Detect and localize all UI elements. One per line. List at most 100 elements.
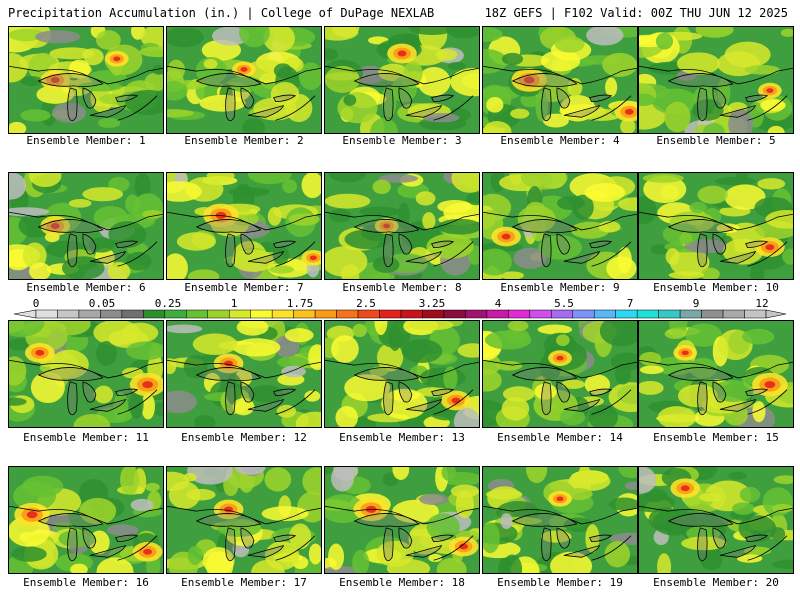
colorbar-swatch [164,309,187,319]
colorbar-tick-label: 5.5 [554,297,574,310]
model-run-info: 18Z GEFS | F102 Valid: 00Z THU JUN 12 20… [484,6,788,20]
colorbar-swatch [35,309,58,319]
colorbar-swatch [443,309,466,319]
colorbar-swatch [271,309,294,319]
colorbar-swatch [508,309,531,319]
ensemble-map-panel [8,26,164,134]
precip-field [483,27,637,133]
colorbar-swatch [636,309,659,319]
precip-field [9,467,163,573]
colorbar-swatch [679,309,702,319]
ensemble-map-panel [166,320,322,428]
colorbar-tick-label: 12 [755,297,769,310]
ensemble-member-label: Ensemble Member: 16 [23,576,149,589]
colorbar-swatch [186,309,209,319]
ensemble-member-label: Ensemble Member: 15 [653,431,779,444]
ensemble-map-panel [638,172,794,280]
colorbar-swatch [572,309,595,319]
precip-field [167,173,321,279]
colorbar-swatch [722,309,745,319]
precip-field [325,27,479,133]
colorbar-max-arrow [765,309,787,319]
colorbar-tick-label: 1 [230,297,238,310]
ensemble-member-label: Ensemble Member: 7 [184,281,304,294]
ensemble-member-label: Ensemble Member: 1 [26,134,146,147]
precip-field [325,321,479,427]
colorbar-tick-label: 7 [626,297,634,310]
colorbar-swatch [207,309,230,319]
colorbar-tick-label: 2.5 [356,297,376,310]
ensemble-map-panel [324,320,480,428]
colorbar-swatch [100,309,123,319]
ensemble-member-label: Ensemble Member: 17 [181,576,307,589]
ensemble-map-panel [324,466,480,574]
precip-field [483,467,637,573]
ensemble-map-panel [482,26,638,134]
colorbar-swatch [143,309,166,319]
ensemble-map-panel [8,466,164,574]
ensemble-member-label: Ensemble Member: 13 [339,431,465,444]
colorbar-swatch [465,309,488,319]
colorbar-swatch [293,309,316,319]
colorbar-swatch [400,309,423,319]
ensemble-map-panel [482,320,638,428]
ensemble-member-label: Ensemble Member: 4 [500,134,620,147]
colorbar-tick-label: 3.25 [418,297,446,310]
precip-field [167,27,321,133]
colorbar-swatch [422,309,445,319]
precip-field [483,321,637,427]
ensemble-member-label: Ensemble Member: 18 [339,576,465,589]
ensemble-member-label: Ensemble Member: 5 [656,134,776,147]
ensemble-map-panel [8,320,164,428]
precip-field [325,173,479,279]
ensemble-map-panel [482,466,638,574]
ensemble-map-panel [8,172,164,280]
precip-field [483,173,637,279]
map-title: Precipitation Accumulation (in.) | Colle… [8,6,435,20]
ensemble-map-panel [324,172,480,280]
precip-field [639,27,793,133]
precip-field [9,27,163,133]
colorbar-swatch [593,309,616,319]
ensemble-map-panel [638,466,794,574]
ensemble-map-panel [482,172,638,280]
colorbar-swatch [701,309,724,319]
ensemble-member-label: Ensemble Member: 2 [184,134,304,147]
colorbar-swatch [57,309,80,319]
colorbar-swatch [615,309,638,319]
ensemble-member-label: Ensemble Member: 20 [653,576,779,589]
precip-field [639,467,793,573]
ensemble-map-panel [638,26,794,134]
colorbar-swatch [357,309,380,319]
ensemble-member-label: Ensemble Member: 14 [497,431,623,444]
colorbar-tick-label: 0.05 [88,297,116,310]
ensemble-member-label: Ensemble Member: 3 [342,134,462,147]
ensemble-map-panel [638,320,794,428]
ensemble-member-label: Ensemble Member: 10 [653,281,779,294]
ensemble-member-label: Ensemble Member: 11 [23,431,149,444]
ensemble-member-label: Ensemble Member: 12 [181,431,307,444]
colorbar-swatch [121,309,144,319]
precipitation-colorbar [13,309,787,319]
colorbar-swatch [78,309,101,319]
colorbar-swatch [658,309,681,319]
colorbar-swatch [228,309,251,319]
colorbar-swatch [250,309,273,319]
precip-field [639,173,793,279]
precip-field [325,467,479,573]
ensemble-map-panel [324,26,480,134]
ensemble-map-panel [166,26,322,134]
ensemble-member-label: Ensemble Member: 8 [342,281,462,294]
colorbar-swatch [551,309,574,319]
colorbar-swatch [314,309,337,319]
colorbar-tick-label: 0 [32,297,40,310]
precip-field [167,321,321,427]
ensemble-member-label: Ensemble Member: 19 [497,576,623,589]
precip-field [167,467,321,573]
colorbar-swatch [486,309,509,319]
colorbar-swatch [336,309,359,319]
precip-field [639,321,793,427]
colorbar-swatch [379,309,402,319]
colorbar-tick-label: 4 [494,297,502,310]
colorbar-min-arrow [13,309,37,319]
